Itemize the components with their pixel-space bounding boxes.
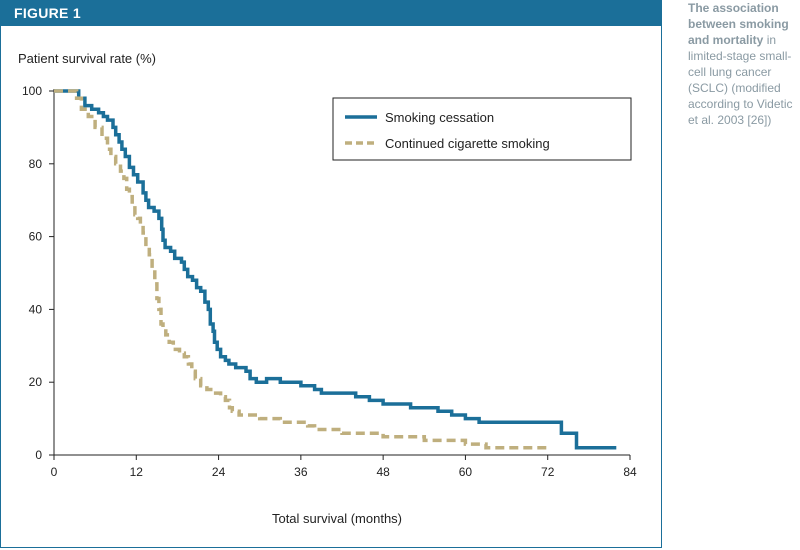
x-tick-label: 84: [623, 465, 637, 479]
legend: Smoking cessation Continued cigarette smo…: [332, 97, 632, 161]
series-line-continued-smoking: [54, 89, 548, 450]
y-axis-title: Patient survival rate (%): [18, 51, 156, 66]
legend-box: [332, 97, 632, 161]
survival-chart: Patient survival rate (%) Total survival…: [18, 51, 637, 526]
x-tick-label: 36: [294, 465, 308, 479]
x-tick-label: 24: [212, 465, 226, 479]
figure-label: FIGURE 1: [14, 5, 81, 21]
figure-frame: [0, 0, 662, 548]
caption-lead: The association between smoking and mort…: [688, 1, 789, 47]
series-lines: [54, 89, 617, 450]
y-tick-label: 40: [29, 302, 43, 316]
series-line-smoking-cessation: [54, 89, 617, 450]
x-tick-label: 48: [376, 465, 390, 479]
legend-label: Smoking cessation: [385, 110, 494, 125]
x-axis-title: Total survival (months): [272, 511, 402, 526]
y-tick-label: 0: [35, 448, 42, 462]
legend-label: Continued cigarette smoking: [385, 136, 550, 151]
y-tick-label: 20: [29, 375, 43, 389]
x-tick-label: 72: [541, 465, 555, 479]
y-tick-label: 100: [22, 84, 42, 98]
x-tick-label: 0: [51, 465, 58, 479]
figure-header: FIGURE 1: [0, 0, 662, 26]
y-tick-label: 60: [29, 230, 43, 244]
caption-rest: in limited-stage small-cell lung cancer …: [688, 33, 793, 127]
figure-caption: The association between smoking and mort…: [688, 0, 800, 128]
x-tick-label: 60: [459, 465, 473, 479]
axes: 0 20 40 60 80 100 0 12 24 36 48 60 72 84: [22, 84, 637, 479]
x-tick-label: 12: [130, 465, 144, 479]
y-tick-label: 80: [29, 157, 43, 171]
